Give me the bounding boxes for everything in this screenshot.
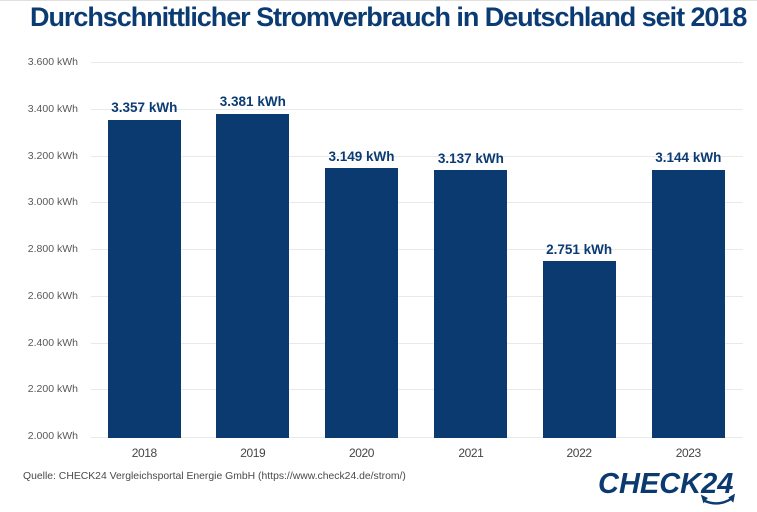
svg-text:CHECK24: CHECK24	[598, 470, 733, 500]
